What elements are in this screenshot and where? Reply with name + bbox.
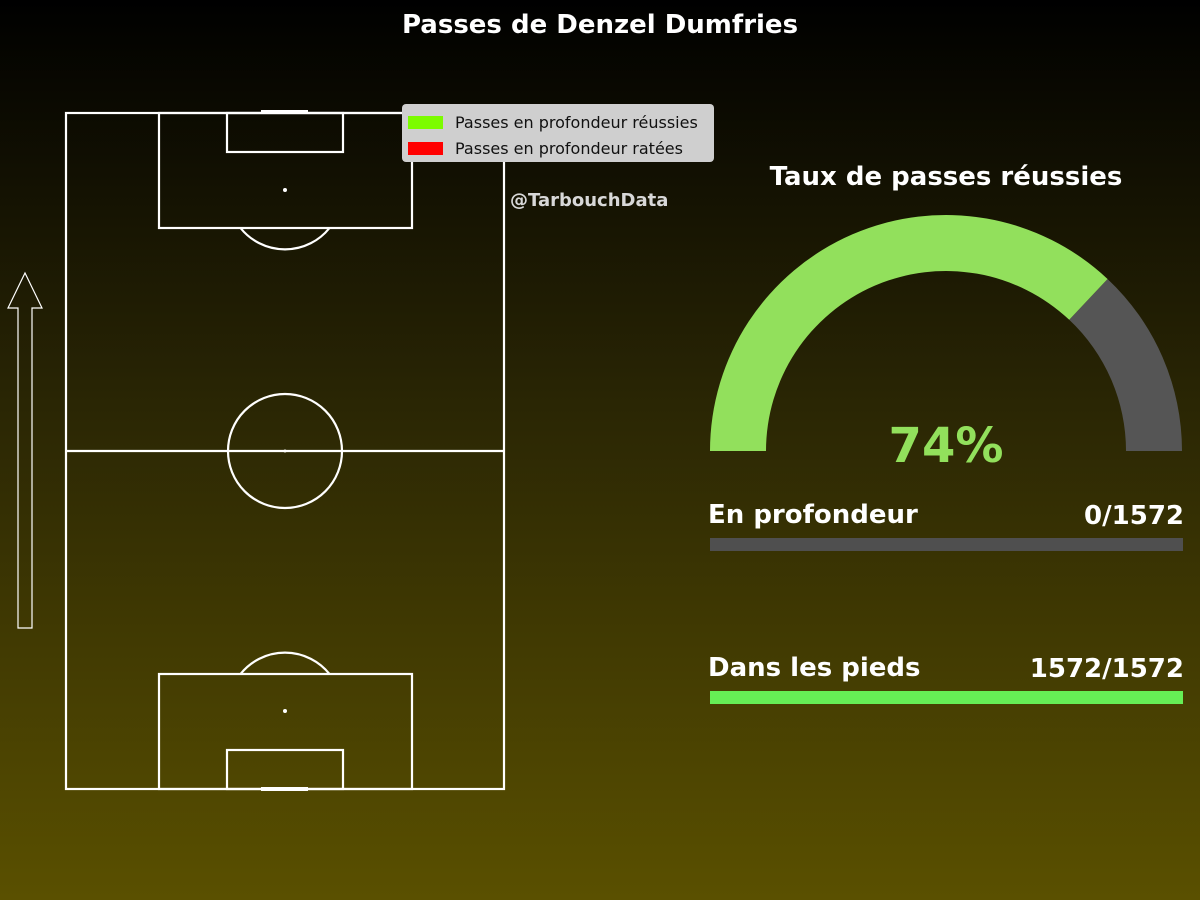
gauge-filled-arc [710, 214, 1108, 451]
success-rate-gauge [710, 214, 1182, 451]
legend-item-success: Passes en profondeur réussies [408, 109, 708, 135]
bar-track-feet [710, 691, 1183, 704]
legend-label-success: Passes en profondeur réussies [455, 112, 698, 132]
legend: Passes en profondeur réussies Passes en … [402, 104, 714, 162]
watermark: @TarbouchData [510, 190, 669, 211]
gauge-value-label: 74% [888, 418, 1004, 474]
legend-item-missed: Passes en profondeur ratées [408, 135, 708, 161]
legend-label-missed: Passes en profondeur ratées [455, 138, 683, 158]
legend-swatch-success [408, 115, 443, 129]
stat-label-feet: Dans les pieds [708, 653, 921, 683]
legend-swatch-missed [408, 141, 443, 155]
bottom-penalty-area [157, 672, 414, 791]
center-spot [283, 449, 287, 453]
bottom-goal-area [225, 748, 345, 791]
bottom-penalty-arc [239, 651, 331, 675]
top-penalty-spot [283, 188, 287, 192]
bar-fill-feet [710, 691, 1183, 704]
attack-direction-arrow-icon [7, 271, 43, 629]
stat-value-feet: 1572/1572 [1029, 654, 1184, 684]
stat-label-deep: En profondeur [708, 500, 918, 530]
gauge-remaining-arc [1069, 278, 1182, 451]
football-pitch [7, 110, 506, 791]
top-penalty-arc [239, 227, 331, 251]
bottom-penalty-spot [283, 709, 287, 713]
chart-title: Passes de Denzel Dumfries [401, 10, 799, 40]
gauge-title: Taux de passes réussies [769, 162, 1123, 192]
top-penalty-area [157, 111, 414, 230]
bar-track-deep [710, 538, 1183, 551]
top-goal-area [225, 111, 345, 154]
stat-value-deep: 0/1572 [1084, 501, 1184, 531]
center-circle [226, 392, 344, 510]
